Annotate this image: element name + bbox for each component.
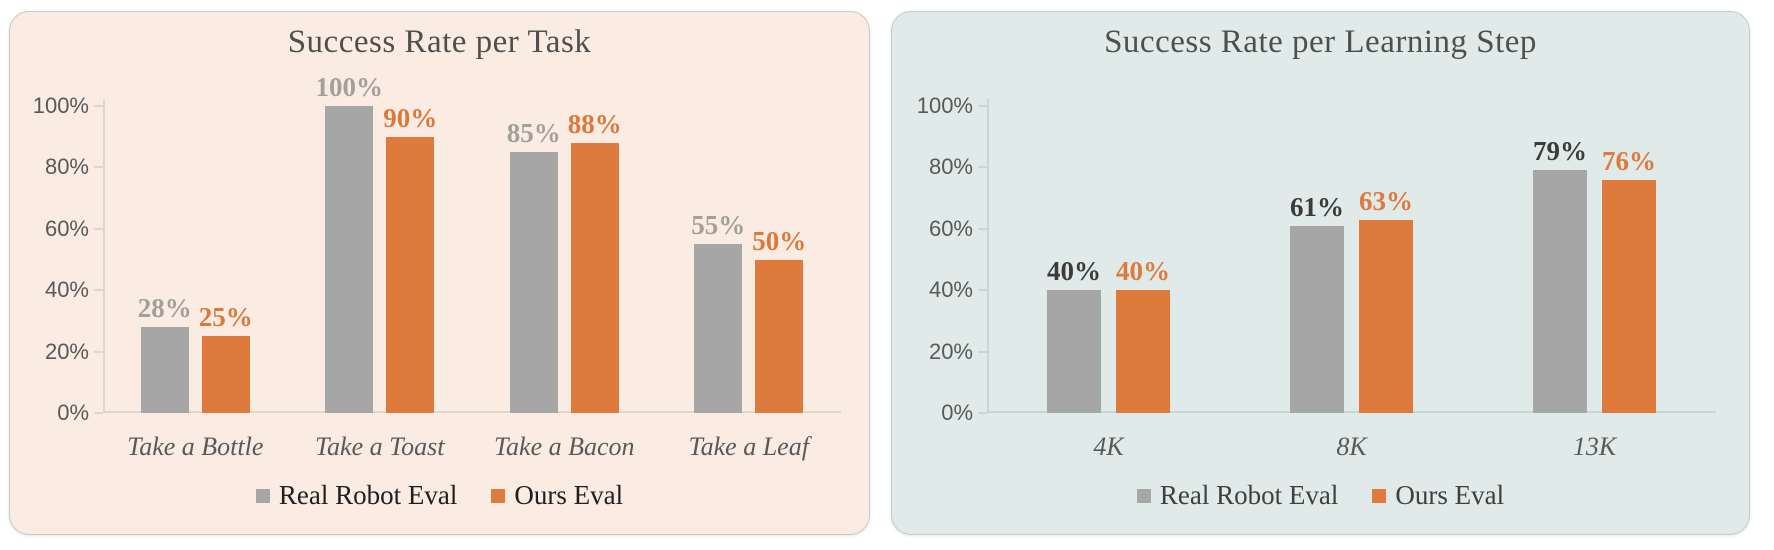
bar-value-label: 28% [137, 293, 192, 324]
bar-ours-eval [755, 259, 804, 413]
legend-swatch-icon [255, 488, 270, 503]
category-label: 4K [1093, 432, 1124, 461]
y-axis-tick-label: 80% [928, 154, 973, 180]
legend-label: Ours Eval [514, 480, 624, 510]
chart-title: Success Rate per Learning Step [1104, 24, 1537, 60]
legend-label: Real Robot Eval [1159, 480, 1339, 510]
category-label: Take a Toast [314, 432, 445, 461]
y-axis-tick-label: 20% [928, 338, 973, 364]
y-axis-tick-label: 0% [57, 400, 89, 425]
category-slot: 28% 25% [103, 106, 288, 413]
y-axis-tick [94, 166, 103, 169]
legend-label: Real Robot Eval [278, 480, 458, 510]
bar-real-robot-eval [509, 152, 558, 413]
legend-label: Ours Eval [1395, 480, 1505, 510]
bar-value-label: 61% [1290, 191, 1344, 222]
category-slot: 55% 50% [657, 106, 842, 413]
y-axis-tick [978, 227, 987, 230]
y-axis-line [987, 99, 989, 413]
y-axis-tick [978, 350, 987, 353]
bar-ours-eval [1602, 179, 1656, 413]
legend-item-real-robot-eval: Real Robot Eval [255, 480, 458, 511]
bar-ours-eval [201, 336, 250, 413]
category-slot: 100% 90% [288, 73, 473, 413]
legend-item-ours-eval: Ours Eval [491, 480, 623, 511]
y-axis-tick [94, 227, 103, 230]
category-label: 8K [1336, 432, 1367, 461]
category-label: Take a Bacon [493, 432, 635, 461]
chart-panel-learning-step: Success Rate per Learning Step 40% 40% 61%… [891, 11, 1750, 535]
y-axis-tick [94, 350, 103, 353]
y-axis-tick-label: 40% [928, 277, 973, 303]
bar-value-label: 55% [691, 210, 746, 241]
bar-ours-eval [1116, 290, 1170, 413]
y-axis-tick [978, 412, 987, 414]
category-slot: 40% 40% [987, 106, 1230, 413]
bar-value-label: 76% [1602, 145, 1656, 176]
bar-real-robot-eval [1047, 290, 1101, 413]
bar-ours-eval [1359, 219, 1413, 413]
y-axis-tick [978, 166, 987, 169]
y-axis-tick-label: 60% [928, 215, 973, 241]
legend-swatch-icon [1136, 488, 1151, 503]
y-axis-tick-label: 100% [916, 93, 973, 118]
legend-item-ours-eval: Ours Eval [1372, 480, 1504, 511]
plot-area: 28% 25% 100% 90% 85% 88% 55% 50% [94, 73, 842, 414]
bar-real-robot-eval [1533, 170, 1587, 413]
category-slot: 85% 88% [472, 106, 657, 413]
x-axis-line [103, 411, 841, 413]
bar-real-robot-eval [325, 106, 374, 413]
category-label: Take a Bottle [127, 432, 264, 461]
y-axis-tick [94, 412, 103, 414]
bar-ours-eval [570, 142, 619, 413]
bar-value-label: 85% [506, 118, 561, 149]
bar-value-label: 90% [383, 102, 438, 133]
legend-item-real-robot-eval: Real Robot Eval [1136, 480, 1339, 511]
bar-ours-eval [386, 136, 435, 413]
bar-real-robot-eval [140, 327, 189, 413]
plot-area: 40% 40% 61% 63% 79% 76% [978, 99, 1716, 414]
legend-swatch-icon [1372, 488, 1387, 503]
chart-panel-task: Success Rate per Task 28% 25% 100% 90% 85% 88… [9, 11, 870, 535]
legend: Real Robot Eval Ours Eval [10, 480, 869, 511]
category-slot: 79% 76% [1473, 106, 1716, 413]
y-axis-line [103, 99, 105, 413]
y-axis-tick-label: 80% [44, 154, 89, 180]
y-axis-tick-label: 20% [44, 338, 89, 364]
bar-value-label: 88% [567, 108, 622, 139]
bar-value-label: 79% [1533, 136, 1587, 167]
bar-value-label: 63% [1359, 185, 1413, 216]
y-axis-tick [94, 105, 103, 107]
legend-swatch-icon [491, 488, 506, 503]
chart-title: Success Rate per Task [287, 24, 592, 60]
bar-value-label: 50% [752, 225, 807, 256]
category-slot: 61% 63% [1230, 106, 1473, 413]
bar-value-label: 100% [315, 72, 384, 102]
y-axis-tick-label: 40% [44, 277, 89, 303]
category-label: Take a Leaf [688, 432, 809, 461]
bar-value-label: 40% [1047, 256, 1101, 287]
legend: Real Robot Eval Ours Eval [892, 480, 1749, 511]
y-axis-tick-label: 0% [941, 400, 973, 425]
x-axis-line [987, 411, 1716, 413]
category-label: 13K [1572, 432, 1617, 461]
bar-real-robot-eval [1290, 225, 1344, 413]
bar-value-label: 25% [198, 302, 253, 333]
bar-real-robot-eval [694, 244, 743, 413]
bar-value-label: 40% [1116, 256, 1170, 287]
y-axis-tick [978, 289, 987, 292]
y-axis-tick-label: 100% [32, 93, 89, 118]
y-axis-tick [94, 289, 103, 292]
y-axis-tick [978, 105, 987, 107]
y-axis-tick-label: 60% [44, 215, 89, 241]
